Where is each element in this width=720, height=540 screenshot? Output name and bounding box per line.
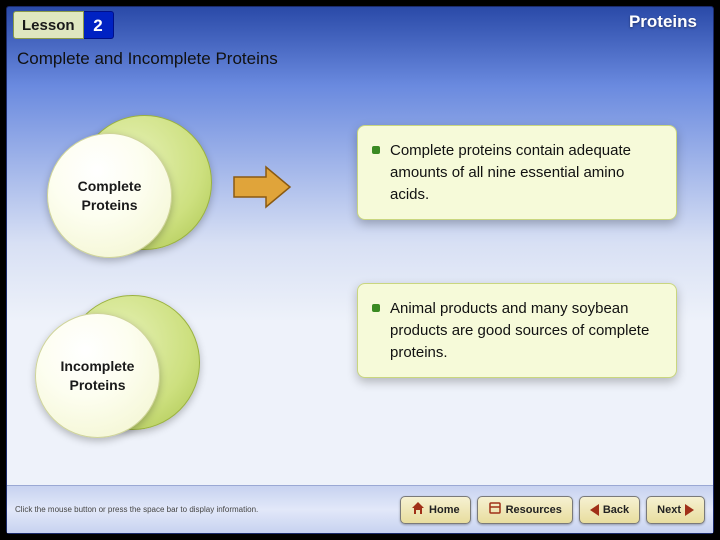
incomplete-proteins-circle: IncompleteProteins (35, 295, 205, 445)
resources-button[interactable]: Resources (477, 496, 573, 524)
resources-label: Resources (506, 504, 562, 516)
back-button[interactable]: Back (579, 496, 640, 524)
bullet-dot-icon (372, 304, 380, 312)
chevron-left-icon (590, 504, 599, 516)
nav-hint: Click the mouse button or press the spac… (15, 505, 258, 514)
bullet-text: Animal products and many soybean product… (390, 298, 662, 363)
chevron-right-icon (685, 504, 694, 516)
slide-subtitle: Complete and Incomplete Proteins (17, 49, 278, 69)
home-label: Home (429, 504, 460, 516)
circle-label: CompleteProteins (78, 177, 142, 213)
complete-proteins-circle: CompleteProteins (47, 115, 217, 265)
nav-bar: Click the mouse button or press the spac… (7, 485, 713, 533)
circle-front: CompleteProteins (47, 133, 172, 258)
home-icon (411, 501, 425, 518)
home-button[interactable]: Home (400, 496, 471, 524)
next-button[interactable]: Next (646, 496, 705, 524)
lesson-chip: Lesson 2 (13, 11, 114, 39)
next-label: Next (657, 504, 681, 516)
resources-icon (488, 501, 502, 518)
bullet-box-2: Animal products and many soybean product… (357, 283, 677, 378)
lesson-label: Lesson (13, 11, 84, 39)
bullet-text: Complete proteins contain adequate amoun… (390, 140, 662, 205)
arrow-icon (232, 165, 292, 209)
back-label: Back (603, 504, 629, 516)
circle-label: IncompleteProteins (61, 357, 135, 393)
header-bar: Lesson 2 Proteins (7, 7, 713, 43)
circle-front: IncompleteProteins (35, 313, 160, 438)
chapter-title: Proteins (629, 12, 697, 32)
bullet-box-1: Complete proteins contain adequate amoun… (357, 125, 677, 220)
lesson-number: 2 (84, 11, 114, 39)
bullet-dot-icon (372, 146, 380, 154)
slide: Lesson 2 Proteins Complete and Incomplet… (6, 6, 714, 534)
